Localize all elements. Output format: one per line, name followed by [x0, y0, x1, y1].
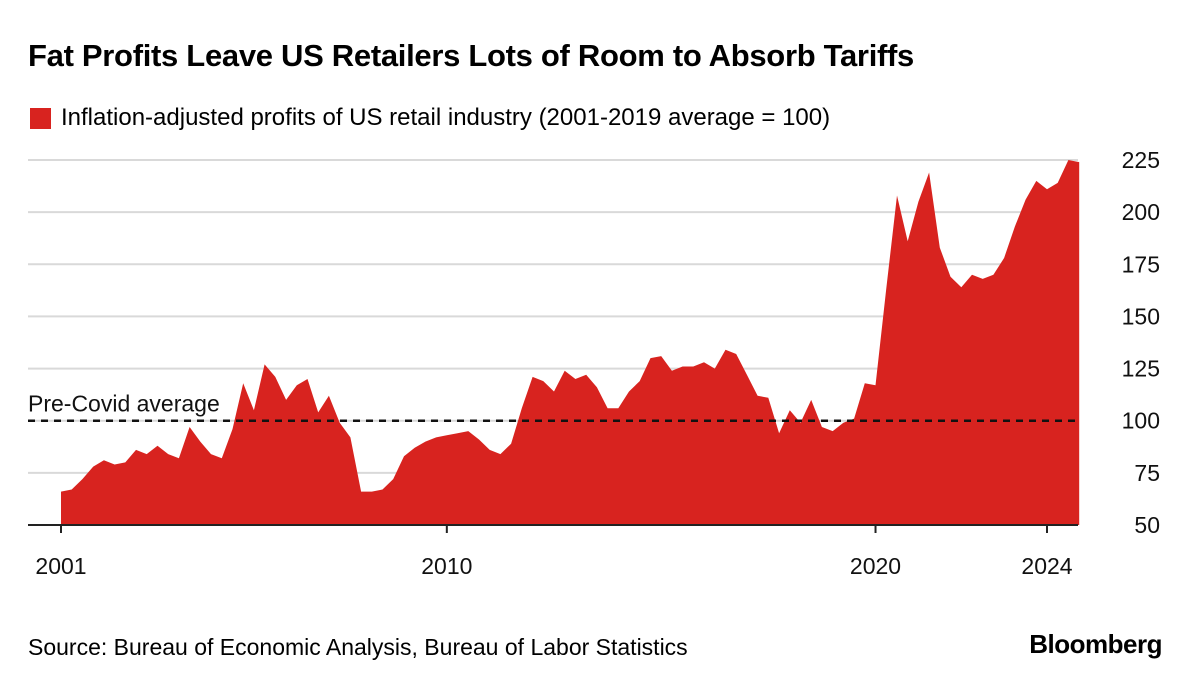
- x-tick-label: 2020: [850, 553, 901, 579]
- y-tick-label: 125: [1122, 356, 1160, 382]
- y-tick-label: 50: [1134, 512, 1160, 538]
- y-tick-label: 150: [1122, 303, 1160, 329]
- legend: Inflation-adjusted profits of US retail …: [30, 104, 830, 132]
- reference-line-group: Pre-Covid average: [28, 391, 1078, 422]
- axes: 50 75 100 125 150 175 200 225 2001 2010 2020 2024: [28, 147, 1160, 579]
- y-tick-label: 75: [1134, 460, 1160, 486]
- y-tick-label: 100: [1122, 408, 1160, 434]
- chart-title: Fat Profits Leave US Retailers Lots of R…: [28, 38, 914, 73]
- y-tick-label: 200: [1122, 199, 1160, 225]
- source-note: Source: Bureau of Economic Analysis, Bur…: [28, 634, 688, 660]
- legend-swatch: [30, 107, 51, 129]
- y-tick-label: 175: [1122, 251, 1160, 277]
- bloomberg-logo: Bloomberg: [1029, 629, 1162, 659]
- plot-area: [61, 160, 1080, 525]
- x-tick-label: 2001: [35, 553, 86, 579]
- reference-line-label: Pre-Covid average: [28, 391, 220, 417]
- legend-label: Inflation-adjusted profits of US retail …: [61, 104, 831, 131]
- y-tick-label: 225: [1122, 147, 1160, 173]
- x-tick-label: 2024: [1021, 553, 1072, 579]
- x-tick-label: 2010: [421, 553, 472, 579]
- data-area: [61, 160, 1080, 525]
